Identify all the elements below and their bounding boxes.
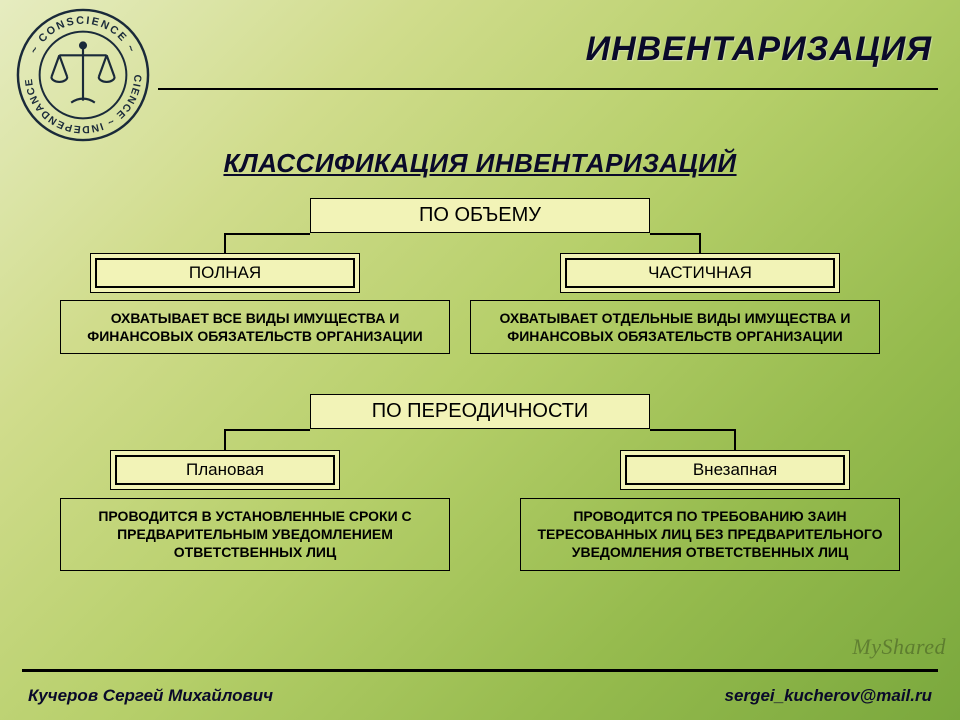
category-volume-label: ПО ОБЪЕМУ [419,204,541,226]
divider-bottom [22,669,938,672]
category-periodicity-label: ПО ПЕРЕОДИЧНОСТИ [372,400,589,422]
connector [734,429,736,450]
watermark: MyShared [852,634,946,660]
node-planned-label: Плановая [115,455,335,485]
page-title: ИНВЕНТАРИЗАЦИЯ [586,30,932,69]
node-partial-label: ЧАСТИЧНАЯ [565,258,835,288]
connector [224,429,226,450]
page-subtitle: КЛАССИФИКАЦИЯ ИНВЕНТАРИЗАЦИЙ [0,148,960,179]
connector [650,233,701,235]
category-volume: ПО ОБЪЕМУ [310,198,650,233]
desc-partial: ОХВАТЫВАЕТ ОТДЕЛЬНЫЕ ВИДЫ ИМУЩЕСТВА И ФИ… [470,300,880,354]
node-full: ПОЛНАЯ [90,253,360,293]
node-planned: Плановая [110,450,340,490]
footer-author: Кучеров Сергей Михайлович [28,686,273,706]
connector [699,233,701,253]
category-periodicity: ПО ПЕРЕОДИЧНОСТИ [310,394,650,429]
desc-sudden: ПРОВОДИТСЯ ПО ТРЕБОВАНИЮ ЗАИН ТЕРЕСОВАНН… [520,498,900,571]
connector [224,429,310,431]
node-sudden: Внезапная [620,450,850,490]
node-sudden-label: Внезапная [625,455,845,485]
desc-planned: ПРОВОДИТСЯ В УСТАНОВЛЕННЫЕ СРОКИ С ПРЕДВ… [60,498,450,571]
connector [224,233,310,235]
desc-full: ОХВАТЫВАЕТ ВСЕ ВИДЫ ИМУЩЕСТВА И ФИНАНСОВ… [60,300,450,354]
footer-email: sergei_kucherov@mail.ru [725,686,932,706]
node-full-label: ПОЛНАЯ [95,258,355,288]
seal-logo: ~ CONSCIENCE ~ SCIENCE ~ INDEPENDANCE ~ [14,6,152,144]
connector [224,233,226,253]
divider-top [158,88,938,90]
slide-content: ~ CONSCIENCE ~ SCIENCE ~ INDEPENDANCE ~ … [0,0,960,720]
connector [650,429,736,431]
node-partial: ЧАСТИЧНАЯ [560,253,840,293]
